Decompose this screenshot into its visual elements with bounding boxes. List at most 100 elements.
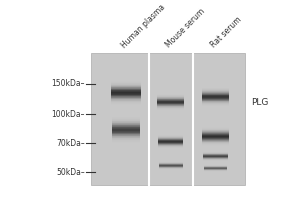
Text: 100kDa–: 100kDa–: [51, 110, 85, 119]
Bar: [203, 154, 228, 155]
Bar: [202, 100, 229, 101]
Bar: [112, 125, 140, 126]
Bar: [112, 118, 140, 119]
Bar: [111, 81, 141, 82]
Bar: [112, 124, 140, 125]
Bar: [202, 128, 229, 129]
Bar: [202, 103, 229, 104]
Bar: [111, 104, 141, 105]
Bar: [158, 98, 184, 99]
Bar: [111, 99, 141, 100]
Bar: [158, 146, 183, 147]
Bar: [158, 107, 184, 108]
Bar: [111, 94, 141, 95]
Text: 150kDa–: 150kDa–: [51, 79, 85, 88]
Bar: [202, 94, 229, 95]
Bar: [202, 88, 229, 89]
Bar: [111, 90, 141, 91]
Bar: [91, 53, 245, 185]
Bar: [203, 160, 228, 161]
Bar: [202, 140, 229, 141]
Bar: [202, 99, 229, 100]
Bar: [111, 101, 141, 102]
Bar: [112, 135, 140, 136]
Bar: [203, 152, 228, 153]
Bar: [158, 103, 184, 104]
Bar: [158, 145, 183, 146]
Bar: [158, 106, 184, 107]
Bar: [202, 90, 229, 91]
Bar: [112, 133, 140, 134]
Bar: [158, 135, 183, 136]
Bar: [111, 103, 141, 104]
Bar: [111, 95, 141, 96]
Bar: [202, 97, 229, 98]
Bar: [112, 122, 140, 123]
Bar: [202, 89, 229, 90]
Bar: [112, 123, 140, 124]
Bar: [158, 97, 184, 98]
Bar: [202, 141, 229, 142]
Bar: [202, 104, 229, 105]
Bar: [111, 88, 141, 89]
Text: Rat serum: Rat serum: [209, 16, 243, 50]
Bar: [203, 155, 228, 156]
Bar: [112, 120, 140, 121]
Bar: [202, 137, 229, 138]
Bar: [202, 143, 229, 144]
Bar: [202, 132, 229, 133]
Text: PLG: PLG: [251, 98, 268, 107]
Text: Mouse serum: Mouse serum: [164, 7, 207, 50]
Bar: [202, 139, 229, 140]
Bar: [158, 105, 184, 106]
Bar: [112, 134, 140, 135]
Bar: [112, 126, 140, 127]
Bar: [158, 147, 183, 148]
Bar: [158, 101, 184, 102]
Bar: [202, 133, 229, 134]
Bar: [112, 128, 140, 129]
Bar: [111, 84, 141, 85]
Bar: [158, 136, 183, 137]
Bar: [202, 145, 229, 146]
Bar: [112, 117, 140, 118]
Bar: [202, 92, 229, 93]
Bar: [158, 137, 183, 138]
Bar: [111, 87, 141, 88]
Bar: [158, 138, 183, 139]
Bar: [202, 93, 229, 94]
Bar: [202, 96, 229, 97]
Bar: [112, 136, 140, 137]
Bar: [202, 131, 229, 132]
Bar: [158, 94, 184, 95]
Bar: [202, 129, 229, 130]
Bar: [202, 144, 229, 145]
Bar: [202, 130, 229, 131]
Bar: [158, 96, 184, 97]
Bar: [158, 141, 183, 142]
Bar: [111, 82, 141, 83]
Bar: [112, 127, 140, 128]
Bar: [112, 119, 140, 120]
Bar: [111, 83, 141, 84]
Bar: [202, 134, 229, 135]
Bar: [112, 131, 140, 132]
Bar: [158, 102, 184, 103]
Bar: [202, 101, 229, 102]
Bar: [203, 157, 228, 158]
Bar: [158, 143, 183, 144]
Bar: [112, 121, 140, 122]
Bar: [111, 89, 141, 90]
Text: Human plasma: Human plasma: [120, 3, 167, 50]
Bar: [112, 130, 140, 131]
Bar: [112, 141, 140, 142]
Bar: [112, 140, 140, 141]
Bar: [158, 95, 184, 96]
Bar: [111, 96, 141, 97]
Bar: [202, 95, 229, 96]
Bar: [111, 85, 141, 86]
Bar: [203, 153, 228, 154]
Bar: [202, 105, 229, 106]
Bar: [158, 108, 184, 109]
Bar: [202, 91, 229, 92]
